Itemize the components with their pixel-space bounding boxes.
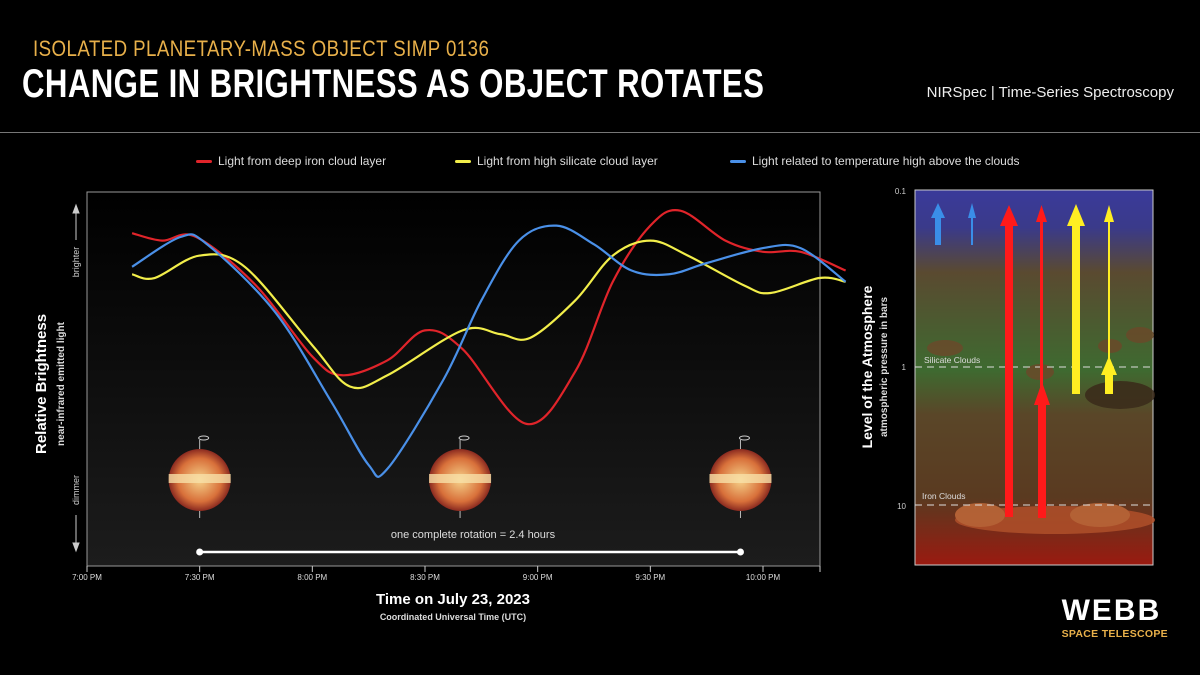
red-arrow — [1036, 205, 1047, 518]
pressure-tick: 0.1 — [895, 187, 907, 196]
x-tick-label: 10:00 PM — [746, 573, 781, 582]
red-arrow — [1034, 382, 1050, 518]
legend-swatch — [730, 159, 746, 163]
legend-label: Light from high silicate cloud layer — [477, 154, 658, 168]
x-tick-label: 9:00 PM — [523, 573, 553, 582]
x-axis-title: Time on July 23, 2023 — [376, 591, 530, 608]
instrument-label: NIRSpec | Time-Series Spectroscopy — [926, 84, 1174, 101]
legend-label: Light from deep iron cloud layer — [218, 154, 387, 168]
planet-illustration — [168, 435, 231, 518]
x-tick-label: 8:30 PM — [410, 573, 440, 582]
rotation-annotation: one complete rotation = 2.4 hours — [391, 529, 556, 541]
atmosphere-axis-subtitle: atmospheric pressure in bars — [879, 297, 890, 437]
rotation-span — [196, 548, 744, 556]
logo-wordmark: WEBB — [1061, 594, 1162, 627]
yellow-arrow — [1067, 204, 1085, 394]
page-title: CHANGE IN BRIGHTNESS AS OBJECT ROTATES — [22, 62, 765, 106]
legend-swatch — [196, 159, 212, 163]
logo-tagline: SPACE TELESCOPE — [1061, 628, 1168, 640]
y-direction-arrows — [72, 203, 80, 553]
x-tick-label: 7:00 PM — [72, 573, 102, 582]
divider — [0, 132, 1200, 133]
yellow-arrow — [1104, 205, 1114, 390]
legend-item-iron: Light from deep iron cloud layer — [196, 154, 386, 168]
y-brighter-label: brighter — [71, 247, 81, 278]
webb-logo: WEBB SPACE TELESCOPE — [1062, 594, 1168, 640]
red-arrow — [1000, 205, 1018, 517]
planet-illustration — [709, 435, 772, 518]
legend-item-temperature: Light related to temperature high above … — [730, 154, 1020, 168]
x-axis-subtitle: Coordinated Universal Time (UTC) — [380, 612, 526, 622]
blue-arrow — [968, 203, 976, 245]
yellow-arrow — [1101, 356, 1117, 394]
legend-swatch — [455, 159, 471, 163]
subtitle: ISOLATED PLANETARY-MASS OBJECT SIMP 0136 — [33, 36, 490, 61]
pressure-tick: 1 — [902, 363, 907, 372]
x-tick-label: 8:00 PM — [297, 573, 327, 582]
blue-arrow — [931, 203, 945, 245]
planet-illustration — [429, 435, 492, 518]
y-axis-subtitle: near-infrared emitted light — [56, 321, 67, 446]
atmosphere-axis-title: Level of the Atmosphere — [859, 285, 875, 448]
atmosphere-diagram: Silicate Clouds Iron Clouds 0.1 1 10 Lev… — [859, 187, 1155, 566]
y-dimmer-label: dimmer — [71, 475, 81, 505]
legend-label: Light related to temperature high above … — [752, 154, 1020, 168]
pressure-tick: 10 — [897, 502, 906, 511]
x-tick-label: 7:30 PM — [185, 573, 215, 582]
iron-clouds-label: Iron Clouds — [922, 491, 965, 501]
y-axis-title: Relative Brightness — [33, 314, 50, 454]
rotation-end — [736, 548, 744, 556]
rotation-start — [196, 548, 204, 556]
silicate-clouds-label: Silicate Clouds — [924, 355, 980, 365]
x-tick-label: 9:30 PM — [635, 573, 665, 582]
legend-item-silicate: Light from high silicate cloud layer — [455, 154, 658, 168]
